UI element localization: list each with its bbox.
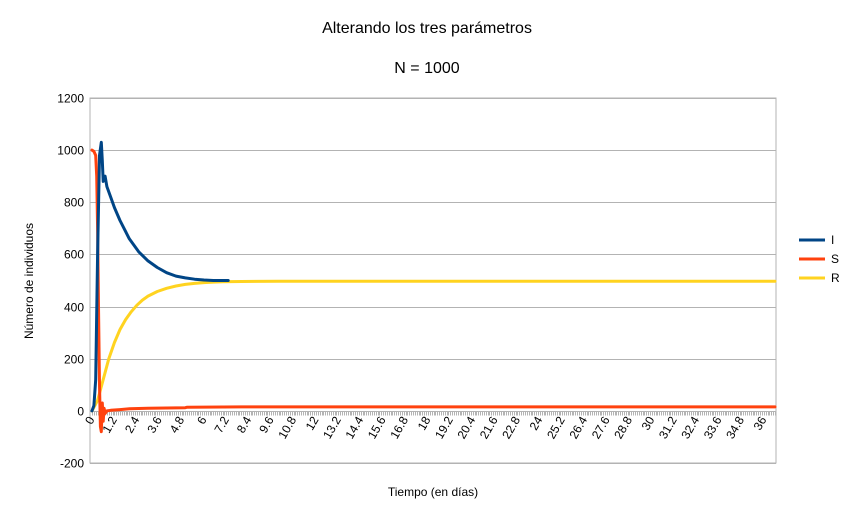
- x-tick-label: 24: [527, 414, 546, 433]
- series-line-R: [90, 279, 777, 413]
- x-tick-label: 3.6: [144, 414, 165, 436]
- x-tick-label: 18: [415, 414, 434, 433]
- x-tick-label: 6: [194, 414, 210, 427]
- legend-label-I: I: [831, 233, 834, 247]
- x-tick-label: 26.4: [566, 414, 590, 442]
- x-tick-label: 22.8: [499, 414, 523, 442]
- series-line-I: [90, 140, 230, 413]
- x-tick-label: 21.6: [477, 414, 501, 442]
- x-tick-label: 13.2: [320, 414, 344, 442]
- x-tick-label: 9.6: [256, 414, 277, 436]
- x-tick-label: 10.8: [275, 414, 299, 442]
- y-tick-label: 1200: [57, 92, 84, 106]
- y-tick-label: 800: [64, 196, 84, 210]
- x-tick-label: 8.4: [234, 414, 255, 436]
- chart-title: Alterando los tres parámetros: [322, 20, 532, 37]
- x-tick-label: 32.4: [678, 414, 702, 442]
- y-tick-label: 400: [64, 301, 84, 315]
- x-tick-label: 20.4: [454, 414, 478, 442]
- x-tick-label: 25.2: [544, 414, 568, 442]
- x-tick-label: 2.4: [122, 414, 143, 436]
- x-tick-label: 7.2: [211, 414, 232, 436]
- legend-label-S: S: [831, 252, 839, 266]
- y-tick-label: 600: [64, 248, 84, 262]
- x-tick-label: 31.2: [656, 414, 680, 442]
- x-tick-label: 34.8: [723, 414, 747, 442]
- x-tick-label: 16.8: [387, 414, 411, 442]
- y-tick-label: 1000: [57, 144, 84, 158]
- x-tick-label: 28.8: [611, 414, 635, 442]
- x-tick-label: 33.6: [701, 414, 725, 442]
- x-tick-label: 4.8: [167, 414, 188, 436]
- x-tick-label: 27.6: [589, 414, 613, 442]
- x-tick-label: 14.4: [343, 414, 367, 442]
- x-tick-label: 12: [303, 414, 322, 433]
- x-tick-label: 19.2: [432, 414, 456, 442]
- x-tick-label: 15.6: [365, 414, 389, 442]
- x-axis-label: Tiempo (en días): [387, 485, 479, 499]
- x-tick-label: 30: [639, 414, 658, 433]
- y-tick-label: 200: [64, 353, 84, 367]
- x-tick-label: 36: [751, 414, 770, 433]
- y-tick-label: 0: [77, 405, 84, 419]
- legend-label-R: R: [831, 271, 840, 285]
- chart-subtitle: N = 1000: [394, 60, 460, 77]
- y-tick-label: -200: [60, 457, 84, 471]
- series-line-S: [90, 148, 777, 434]
